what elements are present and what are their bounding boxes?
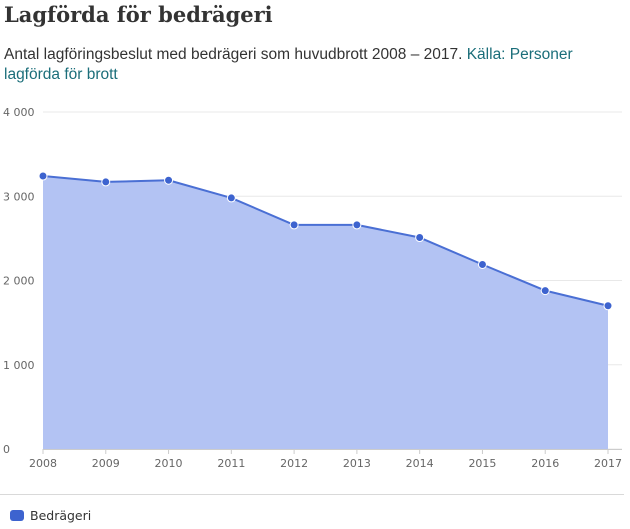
legend-divider: [0, 494, 624, 495]
x-tick-label: 2015: [468, 457, 496, 470]
y-tick-label: 4 000: [3, 106, 35, 119]
legend-swatch: [10, 510, 24, 521]
x-tick-label: 2013: [343, 457, 371, 470]
x-tick-label: 2011: [217, 457, 245, 470]
x-tick-label: 2016: [531, 457, 559, 470]
source-link[interactable]: Källa: Personer lagförda för brott: [4, 46, 573, 83]
y-tick-label: 1 000: [3, 359, 35, 372]
chart-title: Lagförda för bedrägeri: [4, 2, 273, 27]
y-tick-label: 3 000: [3, 190, 35, 203]
series-line: [42, 175, 609, 307]
series-points: [38, 171, 613, 311]
x-tick-label: 2014: [406, 457, 434, 470]
data-point[interactable]: [603, 301, 613, 311]
x-axis: 2008 2009 2010 2011 2012 2013 2014 2015 2016 2017: [29, 449, 622, 470]
x-tick-label: 2017: [594, 457, 622, 470]
data-point[interactable]: [415, 233, 425, 243]
data-point[interactable]: [352, 220, 362, 230]
data-point[interactable]: [101, 177, 111, 187]
legend-label: Bedrägeri: [30, 508, 92, 523]
x-tick-label: 2008: [29, 457, 57, 470]
data-point[interactable]: [164, 175, 174, 185]
data-point[interactable]: [289, 220, 299, 230]
x-tick-label: 2010: [155, 457, 183, 470]
data-point[interactable]: [226, 193, 236, 203]
chart-subtitle: Antal lagföringsbeslut med bedrägeri som…: [4, 45, 604, 85]
legend-item-bedrageri[interactable]: Bedrägeri: [10, 508, 91, 523]
subtitle-text: Antal lagföringsbeslut med bedrägeri som…: [4, 46, 467, 63]
data-point[interactable]: [38, 171, 48, 181]
x-tick-label: 2009: [92, 457, 120, 470]
x-tick-label: 2012: [280, 457, 308, 470]
series-area: [42, 175, 609, 449]
y-tick-label: 0: [3, 443, 10, 456]
y-tick-label: 2 000: [3, 275, 35, 288]
data-point[interactable]: [540, 286, 550, 296]
series-area-fill: [43, 176, 608, 449]
y-axis: 0 1 000 2 000 3 000 4 000: [3, 106, 35, 456]
data-point[interactable]: [477, 259, 487, 269]
